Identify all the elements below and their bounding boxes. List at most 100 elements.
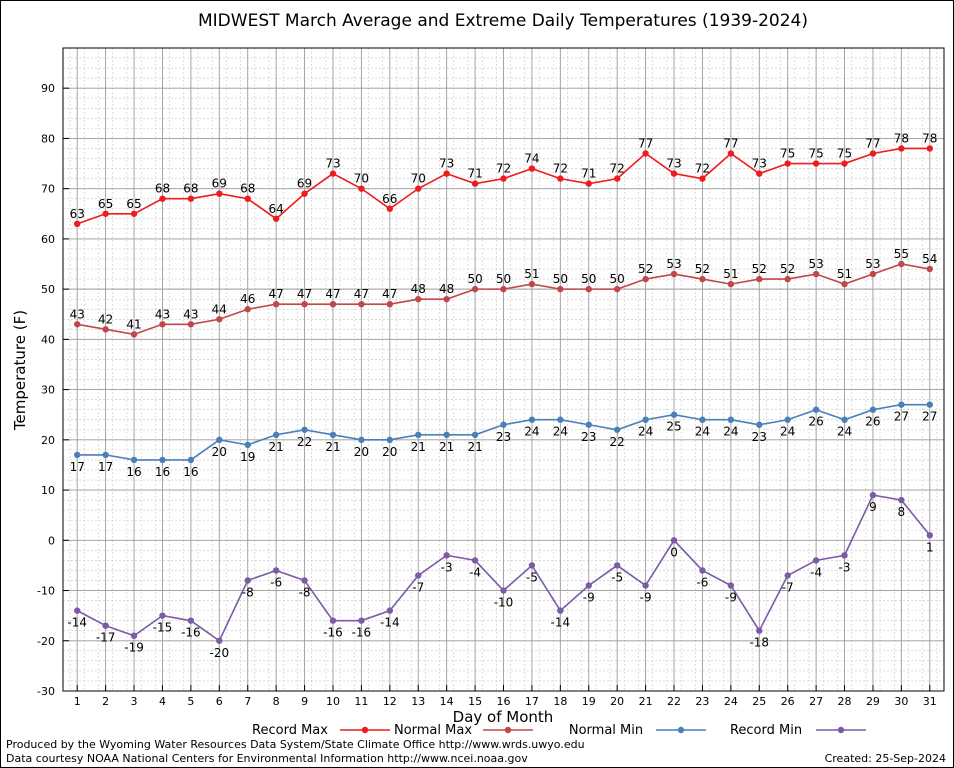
- data-point: [500, 587, 507, 594]
- data-label: 55: [894, 247, 909, 261]
- data-label: 72: [496, 162, 511, 176]
- data-label: 73: [666, 157, 681, 171]
- data-point: [301, 577, 308, 584]
- x-tick-label: 2: [102, 695, 109, 708]
- data-label: 68: [155, 182, 170, 196]
- data-label: 24: [780, 425, 795, 439]
- data-label: -17: [96, 631, 116, 645]
- data-point: [272, 567, 280, 574]
- data-point: [130, 456, 138, 464]
- data-point: [358, 436, 365, 444]
- data-point: [670, 411, 678, 418]
- data-point: [415, 572, 422, 579]
- data-label: 77: [638, 136, 653, 150]
- data-point: [670, 170, 678, 177]
- x-tick-label: 30: [894, 695, 908, 708]
- data-label: 64: [269, 202, 284, 216]
- y-tick-label: 20: [41, 434, 55, 447]
- data-label: 20: [212, 445, 227, 459]
- data-point: [74, 451, 81, 459]
- data-label: 52: [695, 262, 710, 276]
- y-tick-label: 70: [41, 183, 55, 196]
- data-label: -3: [441, 560, 453, 574]
- data-point: [443, 431, 450, 439]
- data-label: 16: [183, 465, 198, 479]
- data-label: 52: [752, 262, 767, 276]
- data-point: [812, 270, 820, 278]
- data-label: 48: [439, 282, 454, 296]
- credit-line-1: Produced by the Wyoming Water Resources …: [6, 738, 585, 751]
- data-point: [869, 406, 877, 413]
- data-label: -5: [526, 570, 538, 584]
- data-label: -14: [551, 616, 571, 630]
- x-tick-label: 11: [354, 695, 368, 708]
- data-label: 17: [98, 460, 113, 474]
- x-tick-label: 17: [525, 695, 539, 708]
- x-tick-label: 3: [131, 695, 138, 708]
- x-tick-label: 15: [468, 695, 482, 708]
- data-point: [699, 416, 706, 423]
- data-point: [585, 582, 592, 589]
- data-label: 52: [638, 262, 653, 276]
- data-point: [528, 562, 536, 569]
- data-label: 51: [837, 267, 852, 281]
- data-label: 77: [865, 136, 880, 150]
- series-layer: 63 65 65 68 68 69 68 64 69 73 70 66 70 73 71 72 74 72 71 72…: [67, 131, 937, 659]
- data-label: 26: [865, 415, 880, 429]
- y-tick-label: -20: [37, 635, 55, 648]
- data-label: 72: [610, 162, 625, 176]
- data-point: [812, 406, 820, 413]
- data-label: -16: [181, 626, 201, 640]
- data-label: 44: [212, 302, 227, 316]
- data-label: 65: [98, 197, 113, 211]
- data-label: 78: [894, 131, 909, 145]
- data-label: 20: [382, 445, 397, 459]
- data-label: 71: [467, 167, 482, 181]
- data-point: [272, 300, 280, 308]
- data-label: 0: [670, 545, 678, 559]
- data-point: [841, 280, 848, 288]
- x-tick-label: 7: [244, 695, 251, 708]
- data-point: [358, 617, 365, 624]
- data-label: -9: [725, 591, 737, 605]
- data-label: -7: [412, 580, 424, 594]
- data-point: [187, 195, 195, 202]
- data-point: [159, 612, 166, 619]
- data-label: 23: [752, 430, 767, 444]
- data-label: -7: [782, 580, 794, 594]
- data-point: [415, 185, 422, 192]
- data-label: 24: [638, 425, 653, 439]
- data-label: 42: [98, 312, 113, 326]
- y-tick-label: 0: [48, 534, 55, 547]
- data-label: 24: [837, 425, 852, 439]
- data-label: -4: [469, 565, 481, 579]
- data-point: [386, 436, 394, 444]
- x-tick-label: 29: [866, 695, 880, 708]
- data-label: 73: [752, 157, 767, 171]
- data-label: 24: [553, 425, 568, 439]
- y-tick-label: 50: [41, 283, 55, 296]
- data-label: 53: [865, 257, 880, 271]
- data-point: [329, 617, 337, 624]
- data-label: 50: [496, 272, 511, 286]
- data-label: 9: [869, 500, 877, 514]
- data-point: [528, 165, 536, 172]
- data-point: [699, 567, 706, 574]
- data-point: [727, 416, 735, 423]
- data-point: [784, 572, 791, 579]
- data-point: [471, 557, 479, 564]
- data-point: [613, 285, 621, 293]
- data-label: 71: [581, 167, 596, 181]
- data-label: -19: [124, 641, 144, 655]
- data-point: [898, 260, 905, 268]
- data-point: [670, 537, 678, 544]
- data-label: 74: [524, 152, 539, 166]
- x-tick-label: 31: [923, 695, 937, 708]
- y-axis-label: Temperature (F): [11, 310, 29, 431]
- data-point: [329, 431, 337, 439]
- series-record-max: 63 65 65 68 68 69 68 64 69 73 70 66 70 73 71 72 74 72 71 72…: [70, 131, 937, 228]
- data-point: [500, 421, 507, 428]
- x-tick-label: 22: [667, 695, 681, 708]
- data-label: 69: [212, 177, 227, 191]
